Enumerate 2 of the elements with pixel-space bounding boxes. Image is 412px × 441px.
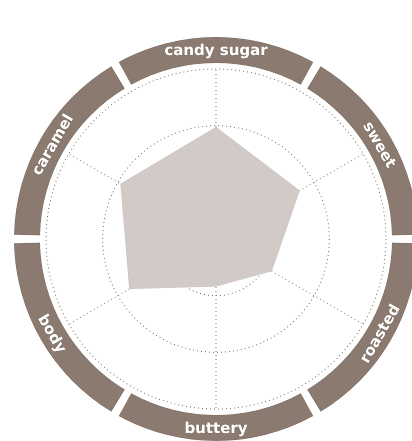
spoke-label: candy sugar (164, 41, 268, 59)
spoke-label: buttery (184, 419, 248, 437)
